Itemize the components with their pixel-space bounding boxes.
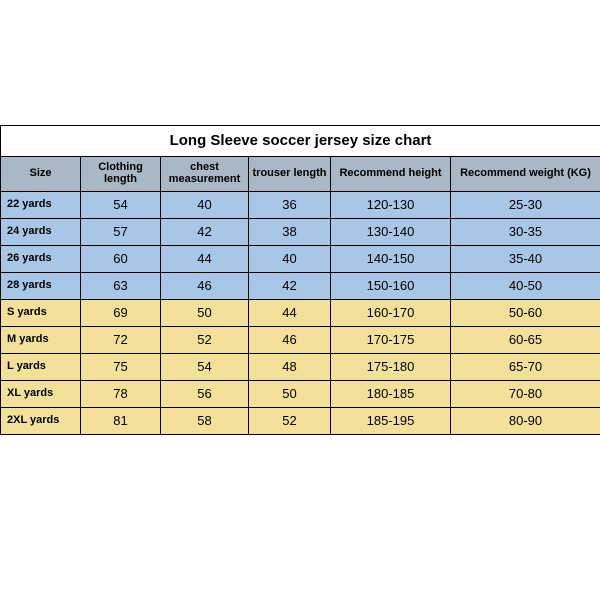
cell-trouser: 46 — [249, 327, 331, 354]
cell-size: 24 yards — [1, 219, 81, 246]
cell-weight: 50-60 — [451, 300, 600, 327]
table-header-row: SizeClothing lengthchest measurementtrou… — [1, 157, 600, 192]
cell-size: 22 yards — [1, 192, 81, 219]
cell-trouser: 40 — [249, 246, 331, 273]
cell-trouser: 48 — [249, 354, 331, 381]
cell-weight: 80-90 — [451, 408, 600, 435]
cell-height: 140-150 — [331, 246, 451, 273]
table-row: 28 yards634642150-16040-50 — [1, 273, 600, 300]
cell-clothing_length: 63 — [81, 273, 161, 300]
cell-trouser: 50 — [249, 381, 331, 408]
table-title: Long Sleeve soccer jersey size chart — [1, 126, 600, 157]
cell-clothing_length: 81 — [81, 408, 161, 435]
cell-weight: 65-70 — [451, 354, 600, 381]
cell-height: 130-140 — [331, 219, 451, 246]
cell-weight: 30-35 — [451, 219, 600, 246]
table-row: L yards755448175-18065-70 — [1, 354, 600, 381]
column-header-clothing_length: Clothing length — [81, 157, 161, 192]
cell-chest: 44 — [161, 246, 249, 273]
cell-chest: 50 — [161, 300, 249, 327]
cell-clothing_length: 72 — [81, 327, 161, 354]
cell-clothing_length: 75 — [81, 354, 161, 381]
cell-weight: 25-30 — [451, 192, 600, 219]
column-header-weight: Recommend weight (KG) — [451, 157, 600, 192]
column-header-chest: chest measurement — [161, 157, 249, 192]
table-row: XL yards785650180-18570-80 — [1, 381, 600, 408]
cell-weight: 40-50 — [451, 273, 600, 300]
cell-height: 160-170 — [331, 300, 451, 327]
table-row: 26 yards604440140-15035-40 — [1, 246, 600, 273]
column-header-size: Size — [1, 157, 81, 192]
size-chart-table: Long Sleeve soccer jersey size chart Siz… — [0, 125, 600, 435]
cell-size: S yards — [1, 300, 81, 327]
column-header-height: Recommend height — [331, 157, 451, 192]
cell-height: 120-130 — [331, 192, 451, 219]
cell-weight: 70-80 — [451, 381, 600, 408]
cell-trouser: 44 — [249, 300, 331, 327]
cell-size: 2XL yards — [1, 408, 81, 435]
cell-trouser: 42 — [249, 273, 331, 300]
cell-size: M yards — [1, 327, 81, 354]
cell-height: 180-185 — [331, 381, 451, 408]
cell-clothing_length: 57 — [81, 219, 161, 246]
cell-trouser: 52 — [249, 408, 331, 435]
cell-chest: 40 — [161, 192, 249, 219]
table-row: 2XL yards815852185-19580-90 — [1, 408, 600, 435]
cell-clothing_length: 69 — [81, 300, 161, 327]
cell-chest: 52 — [161, 327, 249, 354]
table-row: 24 yards574238130-14030-35 — [1, 219, 600, 246]
table-body: 22 yards544036120-13025-3024 yards574238… — [1, 192, 600, 435]
table-row: M yards725246170-17560-65 — [1, 327, 600, 354]
cell-clothing_length: 78 — [81, 381, 161, 408]
table-row: 22 yards544036120-13025-30 — [1, 192, 600, 219]
cell-chest: 42 — [161, 219, 249, 246]
cell-chest: 54 — [161, 354, 249, 381]
cell-clothing_length: 54 — [81, 192, 161, 219]
cell-chest: 46 — [161, 273, 249, 300]
column-header-trouser: trouser length — [249, 157, 331, 192]
cell-size: L yards — [1, 354, 81, 381]
cell-size: XL yards — [1, 381, 81, 408]
cell-weight: 60-65 — [451, 327, 600, 354]
cell-height: 170-175 — [331, 327, 451, 354]
cell-trouser: 36 — [249, 192, 331, 219]
cell-weight: 35-40 — [451, 246, 600, 273]
cell-trouser: 38 — [249, 219, 331, 246]
cell-clothing_length: 60 — [81, 246, 161, 273]
cell-height: 175-180 — [331, 354, 451, 381]
cell-size: 28 yards — [1, 273, 81, 300]
cell-height: 150-160 — [331, 273, 451, 300]
cell-chest: 56 — [161, 381, 249, 408]
cell-chest: 58 — [161, 408, 249, 435]
cell-size: 26 yards — [1, 246, 81, 273]
table-row: S yards695044160-17050-60 — [1, 300, 600, 327]
cell-height: 185-195 — [331, 408, 451, 435]
